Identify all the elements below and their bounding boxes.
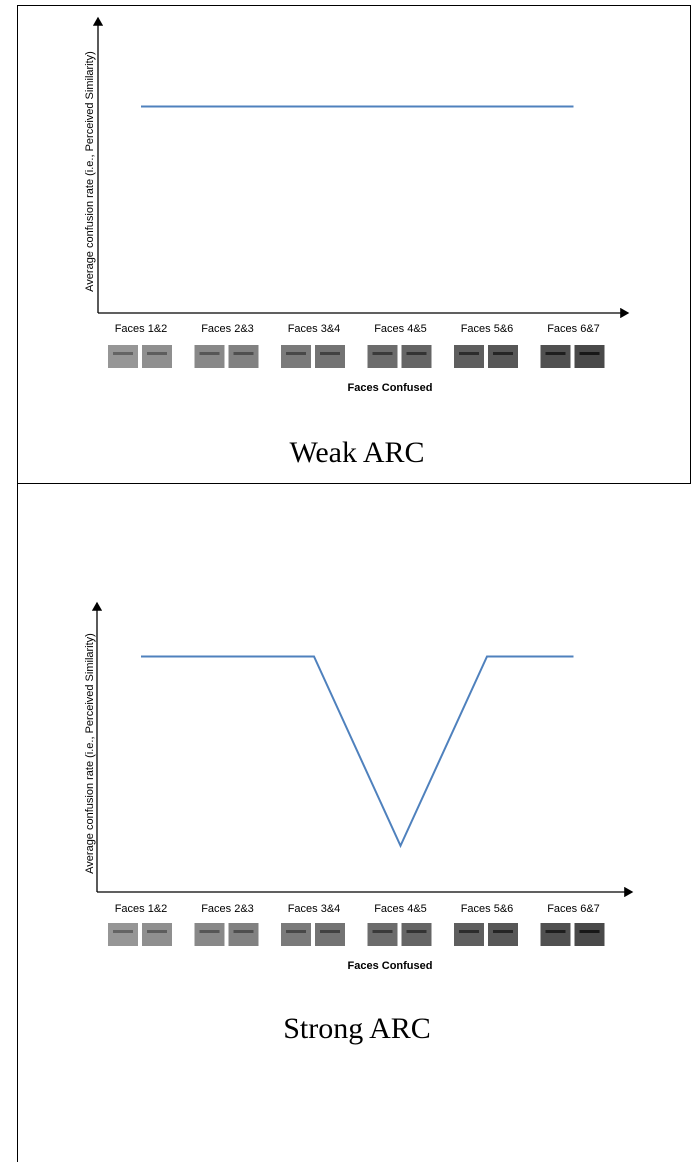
x-axis-label: Faces Confused: [348, 382, 433, 394]
face-eyes: [459, 352, 479, 355]
face-eyes: [234, 352, 254, 355]
face-eyes: [200, 930, 220, 933]
x-tick-label: Faces 1&2: [115, 903, 168, 915]
x-tick-label: Faces 5&6: [461, 323, 514, 335]
face-image: [229, 923, 259, 946]
face-image: [454, 923, 484, 946]
face-eyes: [546, 930, 566, 933]
face-image: [142, 923, 172, 946]
face-image: [315, 923, 345, 946]
face-image: [454, 345, 484, 368]
face-eyes: [373, 352, 393, 355]
face-image: [541, 345, 571, 368]
face-image: [108, 923, 138, 946]
face-eyes: [580, 352, 600, 355]
face-eyes: [320, 930, 340, 933]
face-eyes: [580, 930, 600, 933]
face-eyes: [320, 352, 340, 355]
face-image: [575, 923, 605, 946]
face-eyes: [407, 352, 427, 355]
face-image: [195, 345, 225, 368]
x-tick-label: Faces 2&3: [201, 903, 254, 915]
x-tick-label: Faces 6&7: [547, 903, 600, 915]
face-eyes: [234, 930, 254, 933]
face-image: [281, 345, 311, 368]
face-image: [229, 345, 259, 368]
face-eyes: [459, 930, 479, 933]
face-eyes: [147, 930, 167, 933]
face-eyes: [286, 352, 306, 355]
x-tick-label: Faces 4&5: [374, 903, 427, 915]
face-eyes: [200, 352, 220, 355]
face-image: [402, 923, 432, 946]
face-eyes: [546, 352, 566, 355]
chart-caption: Weak ARC: [289, 436, 424, 469]
face-eyes: [493, 352, 513, 355]
face-eyes: [373, 930, 393, 933]
x-tick-label: Faces 5&6: [461, 903, 514, 915]
face-eyes: [113, 352, 133, 355]
face-image: [195, 923, 225, 946]
x-tick-label: Faces 3&4: [288, 323, 341, 335]
face-image: [488, 923, 518, 946]
face-image: [488, 345, 518, 368]
face-image: [402, 345, 432, 368]
face-eyes: [147, 352, 167, 355]
x-axis-label: Faces Confused: [348, 960, 433, 972]
y-axis-label: Average confusion rate (i.e., Perceived …: [84, 633, 96, 874]
face-image: [108, 345, 138, 368]
face-image: [281, 923, 311, 946]
face-image: [575, 345, 605, 368]
x-tick-label: Faces 3&4: [288, 903, 341, 915]
face-image: [315, 345, 345, 368]
page: {"chart_data": [ {"type": "line", "title…: [0, 0, 691, 1162]
face-image: [142, 345, 172, 368]
x-tick-label: Faces 4&5: [374, 323, 427, 335]
figure: Average confusion rate (i.e., Perceived …: [0, 0, 691, 1162]
data-line: [141, 656, 574, 845]
face-image: [541, 923, 571, 946]
face-eyes: [493, 930, 513, 933]
y-axis-label: Average confusion rate (i.e., Perceived …: [84, 51, 96, 292]
face-eyes: [286, 930, 306, 933]
x-tick-label: Faces 2&3: [201, 323, 254, 335]
face-image: [368, 923, 398, 946]
chart-caption: Strong ARC: [283, 1012, 431, 1045]
face-eyes: [407, 930, 427, 933]
face-image: [368, 345, 398, 368]
x-tick-label: Faces 1&2: [115, 323, 168, 335]
face-eyes: [113, 930, 133, 933]
x-tick-label: Faces 6&7: [547, 323, 600, 335]
